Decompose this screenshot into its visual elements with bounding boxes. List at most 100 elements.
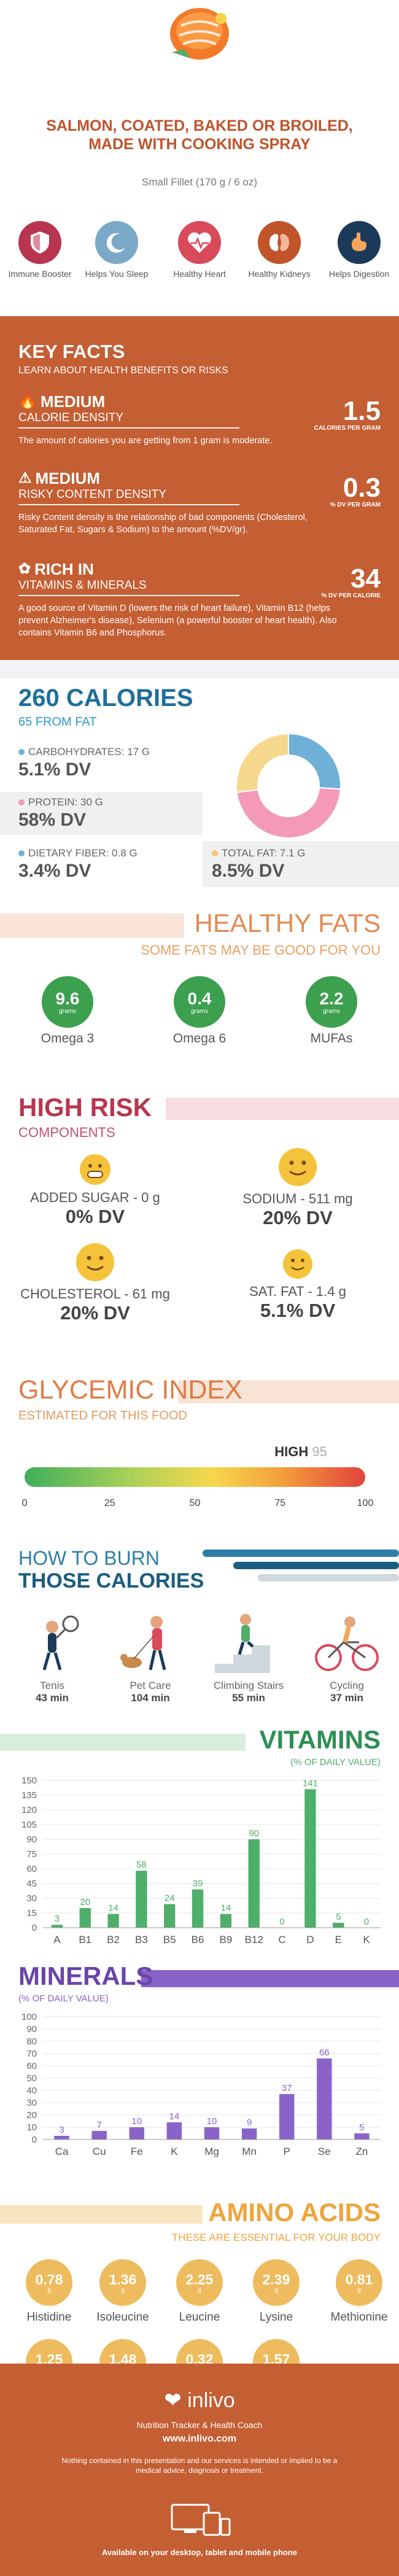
bar-value-label: 14 — [221, 1903, 231, 1914]
activity-name: Cycling — [330, 1680, 364, 1691]
x-tick-label: C — [278, 1934, 285, 1946]
y-tick-label: 30 — [26, 2098, 37, 2108]
fat-omega3: 9.6 grams Omega 3 — [28, 976, 107, 1046]
activity-climbing-stairs: Climbing Stairs 55 min — [203, 1608, 295, 1704]
section-band — [0, 914, 184, 938]
bar-value-label: 5 — [336, 1912, 341, 1922]
fact-vitamins-minerals: ✿ RICH IN VITAMINS & MINERALS A good sour… — [18, 561, 381, 639]
section-band — [233, 1562, 399, 1569]
bar — [317, 2058, 332, 2140]
fat-unit: grams — [191, 1007, 208, 1015]
nutrient-label: TOTAL FAT: 7.1 g — [222, 847, 306, 859]
stomach-icon — [338, 221, 381, 264]
fact-calorie-density: 🔥 MEDIUM CALORIE DENSITY The amount of ca… — [18, 393, 381, 447]
website-link[interactable]: www.inlivo.com — [162, 2434, 237, 2444]
fat-name: Omega 3 — [41, 1031, 95, 1046]
fat-name: Omega 6 — [172, 1031, 227, 1046]
activity-name: Pet Care — [130, 1680, 171, 1691]
y-tick-label: 30 — [26, 1893, 37, 1904]
risk-value: 0% DV — [65, 1206, 125, 1227]
amino-item: 2.25 g Leucine — [163, 2259, 236, 2324]
fact-name: RISKY CONTENT DENSITY — [18, 488, 167, 501]
healthy-fats-subtitle: SOME FATS MAY BE GOOD FOR YOU — [141, 942, 381, 958]
smile-face-icon — [279, 1148, 317, 1186]
bar-value-label: 66 — [319, 2047, 330, 2058]
burn-title-line2: THOSE CALORIES — [18, 1569, 204, 1593]
benefit-kidneys: Healthy Kidneys — [246, 221, 313, 279]
disclaimer: Nothing contained in this presentation a… — [61, 2456, 338, 2475]
y-tick-label: 45 — [26, 1879, 37, 1889]
healthy-fats-section: HEALTHY FATS SOME FATS MAY BE GOOD FOR Y… — [0, 909, 399, 1068]
amino-item: 0.78 g Histidine — [12, 2259, 86, 2324]
y-tick-label: 50 — [26, 2073, 37, 2084]
vitamins-section: VITAMINS (% OF DAILY VALUE) 0 15 30 45 60 75 9… — [0, 1725, 399, 1952]
availability-text: Available on your desktop, tablet and mo… — [101, 2548, 298, 2557]
section-band — [0, 1734, 246, 1751]
glycemic-section: GLYCEMIC INDEX ESTIMATED FOR THIS FOOD H… — [0, 1375, 399, 1535]
x-tick-label: Zn — [356, 2146, 368, 2157]
x-tick-label: B12 — [245, 1934, 263, 1946]
nutrient-fat: TOTAL FAT: 7.1 g 8.5% DV — [212, 847, 305, 882]
risk-value: 20% DV — [60, 1302, 130, 1324]
amino-name: Histidine — [26, 2311, 72, 2324]
bar — [136, 1871, 147, 1928]
x-tick-label: B6 — [192, 1934, 204, 1946]
benefit-label: Helps Digestion — [328, 269, 390, 279]
y-tick-label: 105 — [21, 1820, 37, 1830]
fact-level: RICH IN — [34, 560, 94, 578]
leaf-icon: ✿ — [18, 561, 31, 577]
benefit-heart: Healthy Heart — [166, 221, 233, 279]
y-tick-label: 20 — [26, 2110, 37, 2120]
benefit-label: Healthy Kidneys — [248, 269, 311, 279]
fact-value: 1.5 CALORIES PER GRAM — [314, 398, 381, 432]
glycemic-tick-label: 0 — [21, 1498, 28, 1508]
bar-value-label: 24 — [165, 1893, 175, 1904]
fact-level: MEDIUM — [35, 469, 100, 487]
x-tick-label: K — [363, 1934, 370, 1946]
y-tick-label: 100 — [21, 2012, 37, 2022]
amino-subtitle: THESE ARE ESSENTIAL FOR YOUR BODY — [171, 2232, 381, 2243]
minerals-title: MINERALS — [18, 1961, 153, 1990]
bar — [220, 1914, 232, 1928]
fact-name: CALORIE DENSITY — [18, 411, 124, 424]
fat-circle: 2.2 grams — [306, 976, 357, 1028]
x-tick-label: E — [335, 1934, 342, 1946]
nutrient-label: DIETARY FIBER: 0.8 g — [28, 847, 138, 859]
row-band — [0, 792, 203, 835]
legend-dot — [18, 799, 25, 805]
risk-added-sugar: ADDED SUGAR - 0 g 0% DV — [9, 1154, 181, 1228]
fat-value: 2.2 — [319, 988, 344, 1008]
heart-logo-icon: ❤ — [164, 2389, 182, 2412]
nutrient-value: 5.1% DV — [18, 759, 91, 780]
risk-cholesterol: CHOLESTEROL - 61 mg 20% DV — [9, 1243, 181, 1324]
y-tick-label: 0 — [32, 1923, 37, 1933]
devices-icon — [0, 2502, 399, 2542]
activity-cycling: Cycling 37 min — [301, 1608, 393, 1704]
fat-value: 0.4 — [187, 988, 212, 1008]
risk-sat-fat: SAT. FAT - 1.4 g 5.1% DV — [212, 1249, 384, 1322]
activity-time: 104 min — [131, 1692, 170, 1704]
amino-item: 0.81 g Methionine — [322, 2259, 396, 2324]
bar — [279, 2094, 295, 2140]
x-tick-label: K — [171, 2146, 178, 2157]
y-tick-label: 135 — [21, 1790, 37, 1801]
x-tick-label: A — [53, 1934, 61, 1946]
bar-value-label: 7 — [96, 2120, 101, 2130]
fact-description: A good source of Vitamin D (lowers the r… — [18, 603, 337, 638]
amino-value: 2.39 — [262, 2271, 290, 2287]
bar — [129, 2127, 144, 2140]
amino-value: 2.25 — [185, 2271, 214, 2287]
legend-dot — [212, 850, 218, 856]
nutrient-value: 8.5% DV — [212, 861, 285, 881]
bar-value-label: 3 — [55, 1914, 60, 1924]
fat-unit: grams — [59, 1007, 76, 1015]
bar — [164, 1904, 176, 1928]
amino-circle: 1.36 g — [99, 2259, 146, 2306]
bar — [79, 1908, 91, 1928]
x-tick-label: Mg — [204, 2146, 219, 2157]
risk-label: ADDED SUGAR - 0 g — [30, 1190, 160, 1205]
section-band — [0, 660, 399, 678]
section-band — [141, 1970, 399, 1987]
fat-value: 9.6 — [55, 988, 80, 1008]
bar — [192, 1889, 204, 1928]
